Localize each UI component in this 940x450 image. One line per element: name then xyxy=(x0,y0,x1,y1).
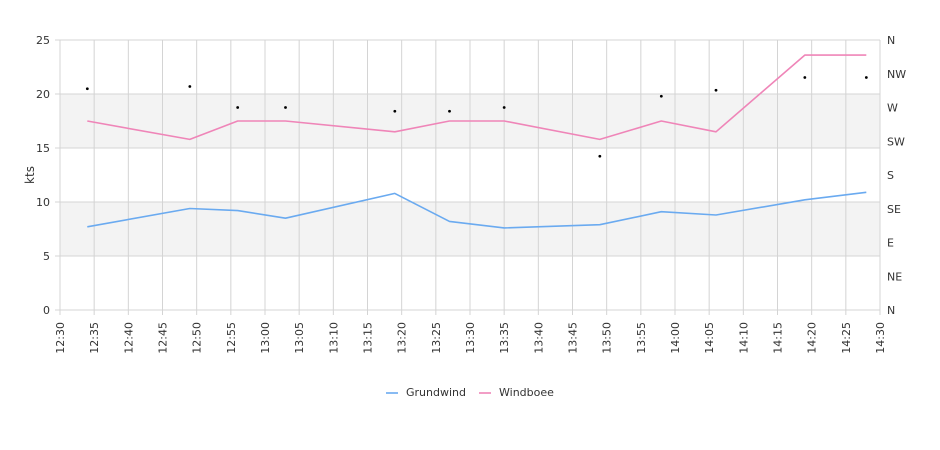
series-line-windboee xyxy=(87,54,867,141)
y-tick-label: 0 xyxy=(43,304,50,317)
y-tick-label: 20 xyxy=(36,88,50,101)
x-tick-label: 13:05 xyxy=(293,322,306,354)
direction-point xyxy=(502,106,506,109)
x-tick-label: 13:15 xyxy=(362,322,375,354)
direction-point xyxy=(284,106,287,109)
y-tick-label: 10 xyxy=(36,196,50,209)
direction-tick-label: SE xyxy=(887,203,901,216)
vertical-gridlines xyxy=(59,40,881,315)
series-lines xyxy=(87,54,867,229)
direction-point xyxy=(188,85,192,88)
x-tick-label: 13:40 xyxy=(532,322,545,354)
direction-point xyxy=(714,88,718,92)
direction-point xyxy=(598,154,602,158)
right-axis-ticks: N NE E SE S SW W NW N xyxy=(887,34,906,317)
x-tick-label: 14:00 xyxy=(669,322,682,354)
direction-tick-label: N xyxy=(887,304,895,317)
y-tick-label: 5 xyxy=(43,250,50,263)
direction-point xyxy=(85,87,89,91)
x-tick-label: 13:35 xyxy=(498,322,511,354)
x-axis-ticks: 12:30 12:35 12:40 12:45 12:50 12:55 13:00 13:05… xyxy=(54,322,887,354)
x-tick-label: 13:10 xyxy=(327,322,340,354)
x-tick-label: 13:25 xyxy=(430,322,443,354)
x-tick-label: 14:25 xyxy=(840,322,853,354)
direction-tick-label: SW xyxy=(887,135,905,148)
horizontal-gridlines xyxy=(55,39,880,311)
x-tick-label: 13:20 xyxy=(396,322,409,354)
direction-point xyxy=(659,94,663,98)
x-tick-label: 12:40 xyxy=(122,322,135,354)
y-tick-label: 25 xyxy=(36,34,50,47)
x-tick-label: 12:45 xyxy=(157,322,170,354)
direction-tick-label: N xyxy=(887,34,895,47)
left-axis-ticks: 0 5 10 15 20 25 xyxy=(36,34,50,317)
y-tick-label: 15 xyxy=(36,142,50,155)
x-tick-label: 14:15 xyxy=(772,322,785,354)
legend-label-grundwind[interactable]: Grundwind xyxy=(406,386,466,399)
x-tick-label: 14:30 xyxy=(874,322,887,354)
x-tick-label: 14:10 xyxy=(737,322,750,354)
x-tick-label: 14:05 xyxy=(703,322,716,354)
direction-point xyxy=(393,109,397,113)
x-tick-label: 12:35 xyxy=(88,322,101,354)
x-tick-label: 13:30 xyxy=(464,322,477,354)
direction-points xyxy=(85,76,868,158)
direction-tick-label: NW xyxy=(887,68,906,81)
legend: Grundwind Windboee xyxy=(386,386,554,399)
direction-tick-label: E xyxy=(887,237,894,250)
x-tick-label: 12:30 xyxy=(54,322,67,354)
direction-tick-label: W xyxy=(887,102,898,115)
series-line-grundwind xyxy=(87,191,867,229)
legend-label-windboee[interactable]: Windboee xyxy=(499,386,554,399)
y-axis-label: kts xyxy=(23,166,37,184)
x-tick-label: 13:50 xyxy=(601,322,614,354)
direction-point xyxy=(864,76,868,79)
x-tick-label: 12:55 xyxy=(225,322,238,354)
x-tick-label: 13:55 xyxy=(635,322,648,354)
x-tick-label: 13:45 xyxy=(567,322,580,354)
x-tick-label: 12:50 xyxy=(191,322,204,354)
x-tick-label: 13:00 xyxy=(259,322,272,354)
direction-tick-label: S xyxy=(887,169,894,182)
direction-tick-label: NE xyxy=(887,270,902,283)
direction-point xyxy=(803,76,807,79)
direction-point xyxy=(448,109,451,113)
direction-point xyxy=(236,106,240,109)
x-tick-label: 14:20 xyxy=(806,322,819,354)
